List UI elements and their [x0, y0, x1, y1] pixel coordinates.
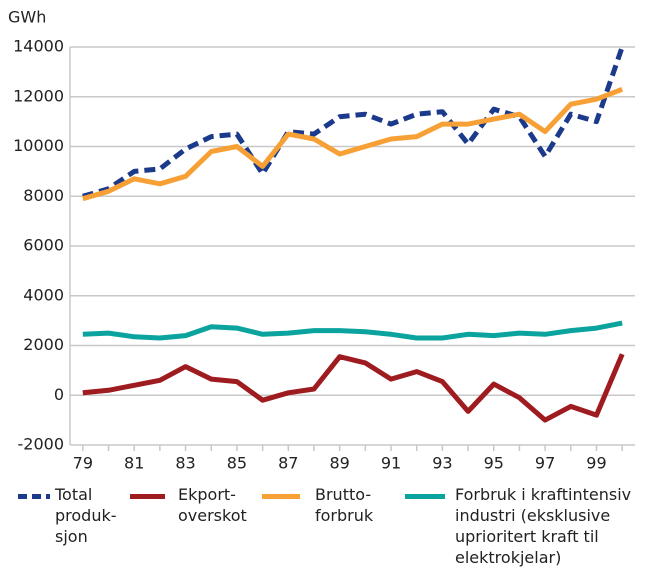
legend-label: Total produk- sjon: [55, 485, 117, 546]
y-tick-label: 12000: [13, 86, 64, 105]
y-tick-label: 8000: [23, 186, 64, 205]
x-tick-label: 93: [432, 454, 452, 473]
legend-swatch: [18, 494, 50, 499]
y-tick-label: 2000: [23, 335, 64, 354]
legend: Total produk- sjon Ekport- overskot Brutto…: [0, 484, 646, 575]
legend-label: Brutto- forbruk: [315, 485, 374, 525]
x-tick-label: 85: [227, 454, 247, 473]
x-tick-label: 99: [586, 454, 606, 473]
legend-label: Forbruk i kraftintensiv industri (eksklu…: [455, 485, 632, 567]
legend-swatch: [405, 494, 445, 499]
legend-swatch: [262, 494, 300, 499]
line-series: [82, 46, 625, 199]
x-tick-label: 89: [329, 454, 349, 473]
y-tick-label: 0: [54, 385, 64, 404]
y-axis-label: GWh: [8, 8, 46, 27]
line-series: [82, 86, 624, 202]
x-tick-label: 81: [124, 454, 144, 473]
x-tick-label: 83: [175, 454, 195, 473]
chart: GWh -2000 0 2000 4000 6000 8000 10000 12000 1400…: [8, 8, 635, 473]
legend-swatch: [130, 494, 165, 499]
y-tick-label: -2000: [18, 435, 65, 454]
y-tick-label: 6000: [23, 236, 64, 255]
legend-label: Ekport- overskot: [178, 485, 247, 525]
x-tick-label: 79: [73, 454, 93, 473]
x-tick-label: 87: [278, 454, 298, 473]
line-series: [82, 320, 623, 341]
line-series: [82, 353, 625, 423]
y-tick-label: 4000: [23, 285, 64, 304]
y-tick-label: 10000: [13, 136, 64, 155]
x-tick-label: 95: [484, 454, 504, 473]
y-tick-label: 14000: [13, 37, 64, 56]
x-tick-label: 97: [535, 454, 555, 473]
x-tick-label: 91: [381, 454, 401, 473]
